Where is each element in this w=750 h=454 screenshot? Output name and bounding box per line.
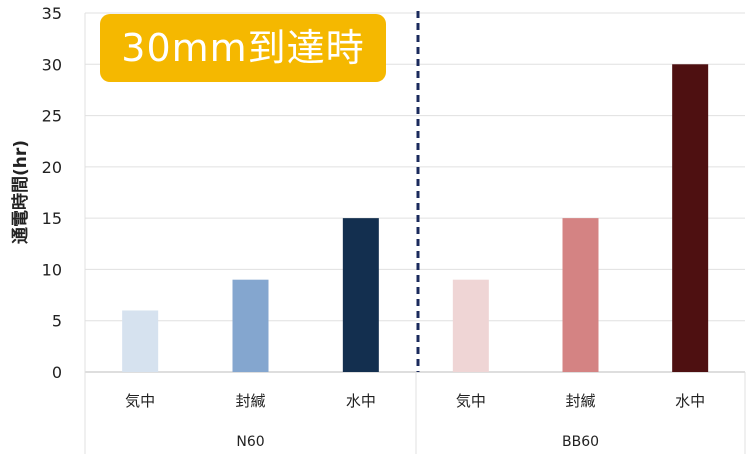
bar	[232, 279, 269, 372]
category-label: 水中	[675, 392, 705, 410]
y-tick-label: 25	[42, 107, 62, 126]
y-tick-label: 10	[42, 260, 62, 279]
y-tick-label: 35	[42, 4, 62, 23]
y-tick-labels: 0 5 10 15 20 25 30 35	[42, 4, 62, 382]
y-tick-label: 30	[42, 55, 62, 74]
y-tick-label: 15	[42, 209, 62, 228]
category-label: 気中	[125, 392, 155, 410]
y-tick-label: 20	[42, 158, 62, 177]
y-tick-label: 0	[52, 363, 62, 382]
y-axis-label: 通電時間(hr)	[10, 140, 31, 244]
group-label: BB60	[562, 434, 599, 450]
bars	[122, 64, 709, 373]
group-labels: N60 BB60	[236, 434, 599, 450]
bar	[452, 279, 489, 372]
bar	[342, 218, 379, 372]
bar	[562, 218, 599, 372]
bar	[672, 64, 709, 373]
category-labels: 気中 封緘 水中 気中 封緘 水中	[125, 392, 705, 410]
group-label: N60	[236, 434, 264, 450]
title-badge: 30mm到達時	[100, 14, 386, 82]
category-label: 封緘	[565, 392, 595, 410]
category-label: 水中	[346, 392, 376, 410]
category-label: 封緘	[235, 392, 265, 410]
bar	[122, 310, 159, 372]
y-tick-label: 5	[52, 312, 62, 331]
category-label: 気中	[456, 392, 486, 410]
